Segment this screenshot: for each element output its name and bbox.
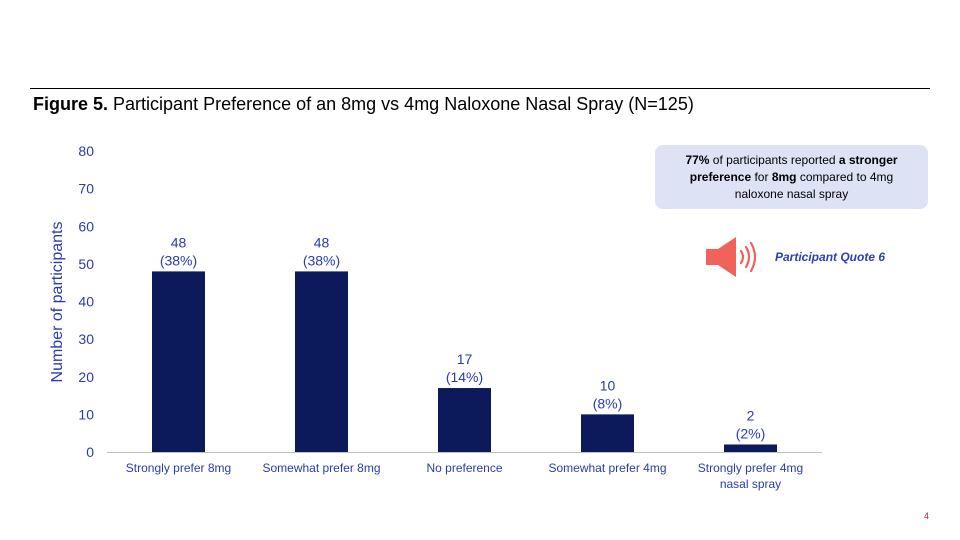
data-label: (14%)	[446, 369, 483, 385]
title-rule	[30, 88, 930, 89]
callout-pct: 77%	[685, 152, 710, 167]
speaker-cone	[718, 237, 736, 277]
callout-bold-2: 8mg	[771, 169, 797, 184]
data-label: 17	[457, 351, 473, 367]
y-axis-title: Number of participants	[49, 222, 66, 383]
callout-text: 77% of participants reported a stronger …	[673, 152, 910, 203]
y-tick-label: 70	[78, 181, 94, 197]
data-label: (38%)	[303, 252, 340, 268]
bar	[295, 271, 348, 452]
page-number: 4	[924, 511, 930, 521]
y-tick-label: 50	[78, 256, 94, 272]
y-tick-label: 10	[78, 406, 94, 422]
category-label: Somewhat prefer 8mg	[262, 461, 380, 475]
data-label: 48	[314, 234, 330, 250]
category-label: Strongly prefer 8mg	[126, 461, 231, 475]
data-label: (2%)	[736, 425, 766, 441]
sound-wave-1	[739, 249, 745, 265]
callout-bold-1: a stronger preference	[689, 152, 898, 184]
bar	[581, 414, 634, 452]
figure-label: Figure 5.	[33, 94, 109, 114]
callout-text-3: compared to 4mg naloxone nasal spray	[734, 169, 894, 201]
bar	[724, 444, 777, 452]
data-label: 2	[747, 407, 755, 423]
y-tick-label: 0	[86, 444, 94, 460]
category-label: No preference	[426, 461, 502, 475]
y-tick-label: 20	[78, 369, 94, 385]
sound-wave-2	[744, 245, 751, 269]
y-tick-label: 80	[78, 143, 94, 159]
bar	[438, 388, 491, 452]
data-label: (38%)	[160, 252, 197, 268]
figure-title: Figure 5. Participant Preference of an 8…	[33, 94, 694, 115]
speaker-body	[706, 249, 718, 265]
y-tick-label: 40	[78, 294, 94, 310]
callout-box: 77% of participants reported a stronger …	[655, 145, 928, 209]
participant-quote-link[interactable]: Participant Quote 6	[775, 250, 886, 264]
speaker-icon[interactable]	[704, 234, 764, 280]
figure-title-text: Participant Preference of an 8mg vs 4mg …	[113, 94, 694, 114]
data-label: 48	[171, 234, 187, 250]
callout-text-2: for	[751, 169, 772, 184]
category-label: nasal spray	[720, 477, 781, 491]
sound-wave-3	[749, 241, 757, 273]
y-tick-label: 60	[78, 218, 94, 234]
callout-text-1: of participants reported	[709, 152, 839, 167]
y-tick-label: 30	[78, 331, 94, 347]
bar	[152, 271, 205, 452]
data-label: 10	[600, 377, 616, 393]
data-label: (8%)	[593, 395, 623, 411]
category-label: Strongly prefer 4mg	[698, 461, 803, 475]
category-label: Somewhat prefer 4mg	[548, 461, 666, 475]
